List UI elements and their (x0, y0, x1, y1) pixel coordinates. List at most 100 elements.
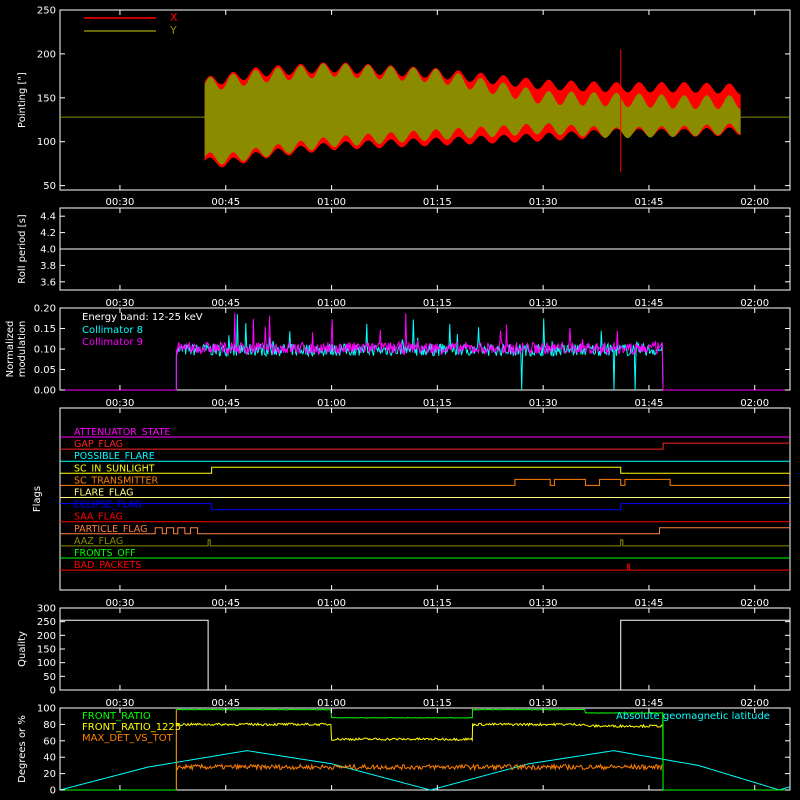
quality-panel: 00:30 00:45 01:00 01:15 01:30 01:45 02:00 0 50 10… (17, 604, 791, 709)
x-tick-label: 02:00 (740, 698, 769, 709)
y-tick-label: 4.4 (40, 212, 56, 223)
flag-label: PARTICLE_FLAG (74, 524, 147, 535)
x-tick-label: 01:45 (635, 197, 664, 208)
legend-label: MAX_DET_VS_TOT (82, 733, 174, 744)
x-tick-label: 01:45 (635, 298, 664, 309)
y-tick-label: 0 (50, 786, 56, 797)
y-axis-label: Pointing ["] (17, 72, 28, 128)
y-tick-label: 200 (37, 631, 56, 642)
y-axis-label-line1: Normalized (5, 321, 16, 378)
x-tick-label: 01:45 (635, 598, 664, 609)
ratios-frame (59, 707, 791, 791)
ratio-series-front-ratio-1225 (175, 722, 663, 742)
y-tick-label: 50 (43, 672, 56, 683)
x-tick-label: 01:00 (317, 398, 346, 409)
y-tick-label: 200 (37, 49, 56, 60)
x-tick-label: 00:30 (106, 298, 135, 309)
ratio-series-max-det-vs-tot (175, 762, 663, 772)
y-tick-label: 100 (37, 658, 56, 669)
x-tick-label: 01:00 (317, 598, 346, 609)
flag-line-gap-flag (60, 442, 790, 450)
x-tick-label: 01:00 (317, 698, 346, 709)
y-tick-label: 100 (37, 704, 56, 715)
y-tick-label: 0.20 (34, 304, 56, 315)
flag-line-aaz-flag (60, 539, 790, 547)
x-tick-label: 00:45 (211, 698, 240, 709)
x-tick-label: 02:00 (740, 598, 769, 609)
x-tick-label: 00:45 (211, 298, 240, 309)
flag-label: POSSIBLE_FLARE (74, 451, 155, 462)
y-axis-label: Degrees or % (17, 715, 28, 783)
y-tick-label: 0.15 (34, 324, 56, 335)
x-tick-label: 00:45 (211, 398, 240, 409)
modulation-panel: Energy band: 12-25 keV Collimator 8Collim… (5, 304, 791, 409)
x-tick-label: 00:30 (106, 698, 135, 709)
y-tick-label: 60 (43, 736, 56, 747)
x-tick-label: 00:45 (211, 598, 240, 609)
y-tick-label: 0 (50, 686, 56, 697)
y-tick-label: 150 (37, 645, 56, 656)
x-tick-label: 01:15 (423, 298, 452, 309)
y-tick-label: 150 (37, 93, 56, 104)
flag-line-sc-in-sunlight (60, 466, 790, 474)
x-tick-label: 01:30 (529, 698, 558, 709)
y-tick-label: 0.10 (34, 345, 56, 356)
ratio-series-front-ratio (60, 708, 789, 791)
energy-band-annotation: Energy band: 12-25 keV (82, 312, 203, 323)
x-tick-label: 01:15 (423, 698, 452, 709)
flags-panel: ATTENUATOR_STATEGAP_FLAGPOSSIBLE_FLARESC… (32, 407, 791, 609)
pointing-frame (59, 9, 791, 191)
x-tick-label: 01:15 (423, 197, 452, 208)
y-tick-label: 50 (43, 181, 56, 192)
flag-line-eclipse-flag (60, 503, 790, 511)
flag-label: SC_TRANSMITTER (74, 475, 159, 486)
flag-label: FLARE_FLAG (74, 488, 134, 499)
y-tick-label: 300 (37, 604, 56, 615)
y-tick-label: 0.05 (34, 365, 56, 376)
flag-label: ECLIPSE_FLAG (74, 500, 142, 511)
quality-line (60, 619, 790, 691)
y-tick-label: 3.8 (40, 261, 56, 272)
flag-label: SC_IN_SUNLIGHT (74, 463, 155, 474)
flags-frame (59, 407, 791, 591)
y-tick-label: 100 (37, 137, 56, 148)
x-tick-label: 00:30 (106, 398, 135, 409)
geomagnetic-annotation: Absolute geomagnetic latitude (616, 711, 770, 722)
x-tick-label: 01:30 (529, 298, 558, 309)
y-tick-label: 20 (43, 769, 56, 780)
y-axis-label: Flags (32, 486, 43, 512)
modulation-series-collimator-8 (60, 314, 790, 391)
x-tick-label: 01:30 (529, 598, 558, 609)
geomagnetic-latitude-line (59, 750, 791, 791)
pointing-panel: XY 00:30 00:45 01:00 01:15 01:30 01:45 02:00 50 1… (17, 6, 791, 208)
x-tick-label: 02:00 (740, 197, 769, 208)
flag-label: AAZ_FLAG (74, 536, 123, 547)
x-tick-label: 00:30 (106, 598, 135, 609)
x-tick-label: 01:00 (317, 197, 346, 208)
roll-period-panel: 00:30 00:45 01:00 01:15 01:30 01:45 02:00 3.6 3.… (17, 207, 791, 309)
y-tick-label: 250 (37, 617, 56, 628)
x-tick-label: 01:30 (529, 197, 558, 208)
y-axis-label-line2: modulation (17, 321, 28, 378)
x-tick-label: 01:45 (635, 698, 664, 709)
x-tick-label: 01:45 (635, 398, 664, 409)
x-tick-label: 01:30 (529, 398, 558, 409)
x-tick-label: 02:00 (740, 398, 769, 409)
modulation-series-collimator-9 (60, 312, 790, 391)
x-tick-label: 01:00 (317, 298, 346, 309)
legend-label: FRONT_RATIO (82, 711, 151, 722)
x-tick-label: 01:15 (423, 598, 452, 609)
legend-label: FRONT_RATIO_1225 (82, 722, 181, 733)
pointing-series-y (204, 63, 741, 165)
flag-label: BAD_PACKETS (74, 560, 141, 571)
y-tick-label: 4.0 (40, 245, 56, 256)
flag-label: GAP_FLAG (74, 439, 123, 450)
flag-line-sc-transmitter (60, 478, 790, 486)
y-tick-label: 250 (37, 6, 56, 17)
y-tick-label: 0.00 (34, 386, 56, 397)
flag-line-bad-packets (60, 563, 790, 571)
flag-label: ATTENUATOR_STATE (74, 427, 170, 438)
x-tick-label: 01:15 (423, 398, 452, 409)
